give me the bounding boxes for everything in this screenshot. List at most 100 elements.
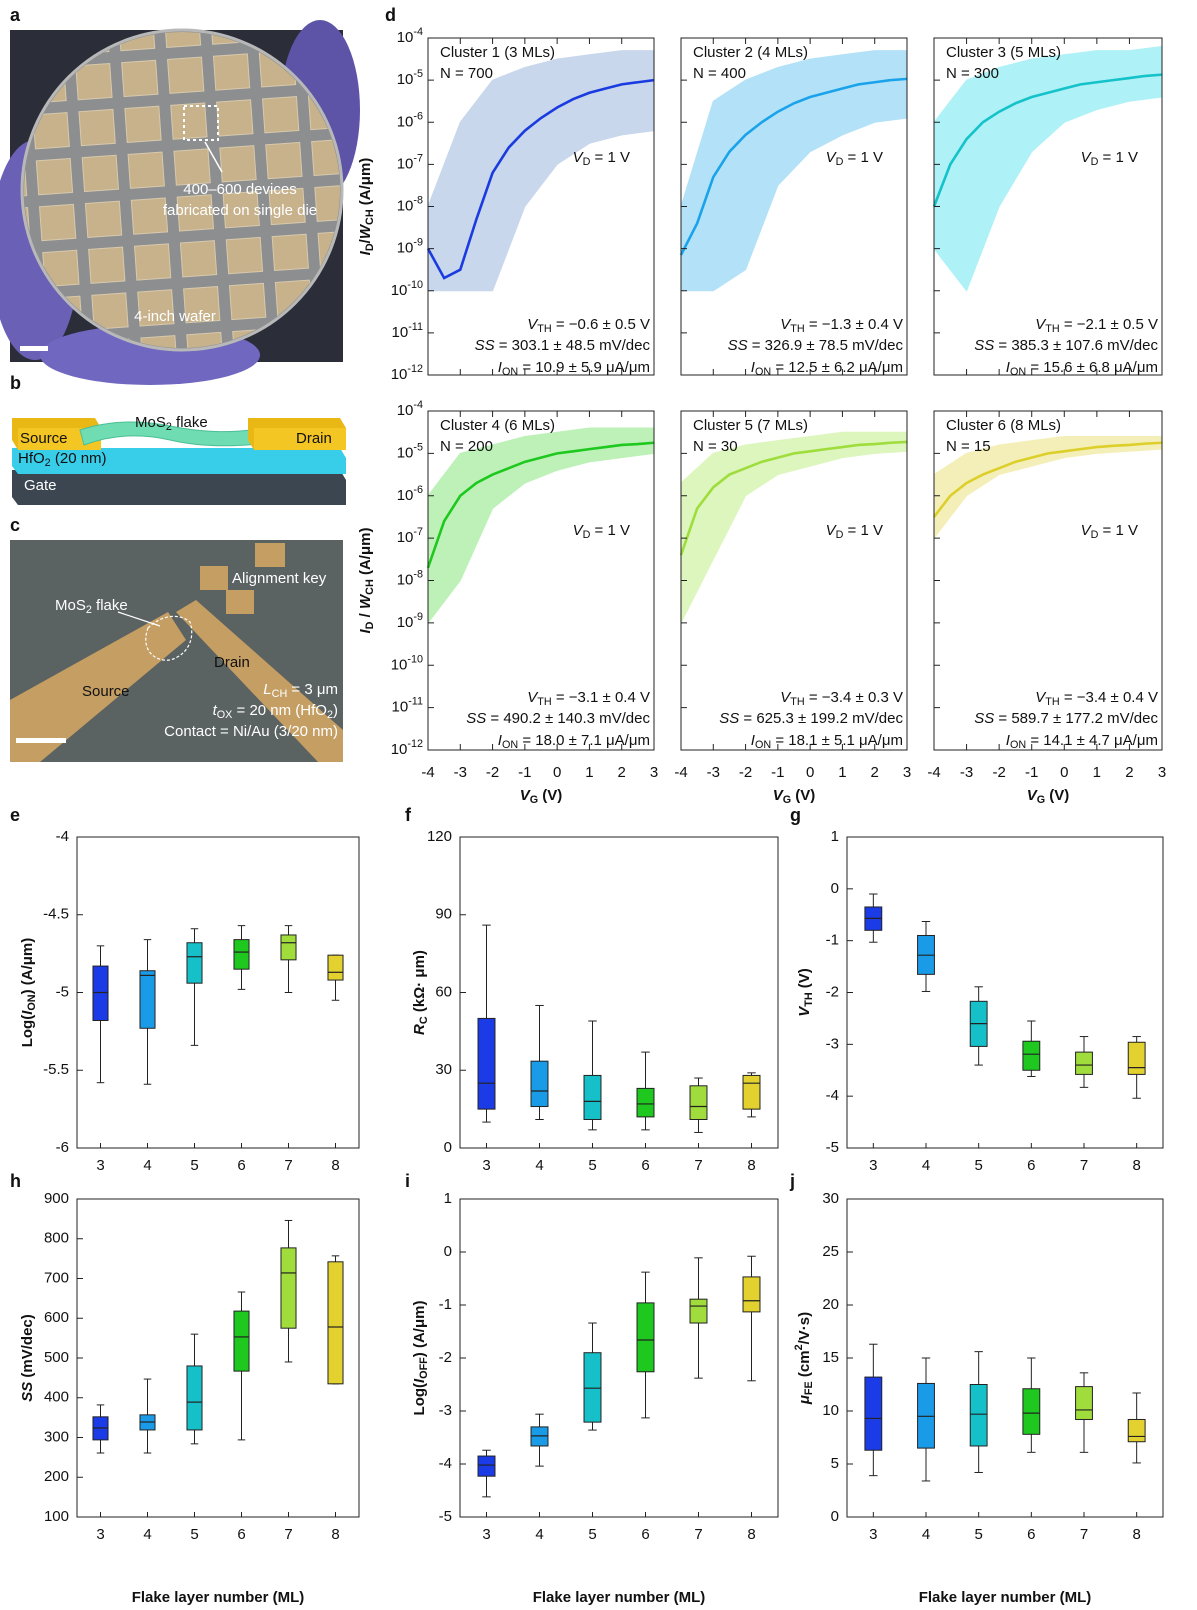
source-label: Source bbox=[82, 683, 130, 700]
box bbox=[583, 1074, 602, 1120]
x-tick-label: 6 bbox=[237, 1157, 245, 1174]
annotation: ION = 18.1 ± 5.1 μA/μm bbox=[751, 732, 903, 751]
x-tick-label: -1 bbox=[518, 764, 531, 781]
median-curve bbox=[679, 440, 908, 556]
y-tick-label: 10-8 bbox=[397, 568, 423, 588]
plot-frame bbox=[846, 1198, 1164, 1518]
x-tick-label: 6 bbox=[641, 1157, 649, 1174]
x-tick-label: 3 bbox=[903, 764, 911, 781]
wafer-annotation: fabricated on single die bbox=[163, 202, 317, 219]
x-tick-label: 5 bbox=[190, 1526, 198, 1543]
y-tick-label: 300 bbox=[44, 1428, 69, 1445]
panel-letter: h bbox=[10, 1171, 21, 1191]
x-tick-label: 8 bbox=[1132, 1157, 1140, 1174]
box bbox=[742, 1074, 761, 1110]
annotation: VD = 1 V bbox=[826, 149, 883, 168]
wafer-photo: 400–600 devices fabricated on single die… bbox=[0, 20, 360, 385]
y-tick-label: -6 bbox=[56, 1139, 69, 1156]
x-tick-label: 2 bbox=[1125, 764, 1133, 781]
x-tick-label: -4 bbox=[421, 764, 434, 781]
box bbox=[280, 1247, 297, 1329]
x-tick-label: 3 bbox=[96, 1157, 104, 1174]
annotation: ION = 18.0 ± 7.1 μA/μm bbox=[498, 732, 650, 751]
x-tick-label: -4 bbox=[927, 764, 940, 781]
y-tick-label: 0 bbox=[444, 1243, 452, 1260]
plot-frame bbox=[76, 836, 360, 1149]
y-tick-label: 90 bbox=[435, 906, 452, 923]
y-axis-label: ID / WCH (A/μm) bbox=[357, 528, 376, 634]
spec-line: tOX = 20 nm (HfO2) bbox=[213, 702, 338, 721]
x-tick-label: 1 bbox=[585, 764, 593, 781]
y-tick-label: 10 bbox=[822, 1402, 839, 1419]
annotation: ION = 10.9 ± 5.9 μA/μm bbox=[498, 359, 650, 378]
x-tick-label: 6 bbox=[1027, 1526, 1035, 1543]
alignment-key-label: Alignment key bbox=[232, 570, 327, 587]
y-tick-label: -5 bbox=[826, 1139, 839, 1156]
box bbox=[636, 1302, 655, 1373]
panel-count: N = 300 bbox=[946, 65, 999, 82]
x-tick-label: 4 bbox=[922, 1157, 930, 1174]
x-tick-label: 8 bbox=[331, 1157, 339, 1174]
panel-letter: j bbox=[789, 1171, 795, 1191]
y-axis-label: RC (kΩ· μm) bbox=[411, 950, 430, 1035]
x-tick-label: 4 bbox=[143, 1157, 151, 1174]
panel-letter: c bbox=[10, 515, 20, 535]
box bbox=[280, 934, 297, 961]
y-tick-label: 10-6 bbox=[397, 110, 423, 130]
y-tick-label: 120 bbox=[427, 828, 452, 845]
annotation: VTH = −2.1 ± 0.5 V bbox=[1035, 316, 1158, 335]
y-axis-label: VTH (V) bbox=[796, 968, 815, 1017]
x-tick-label: 7 bbox=[1080, 1526, 1088, 1543]
x-tick-label: 5 bbox=[974, 1157, 982, 1174]
panel-count: N = 200 bbox=[440, 438, 493, 455]
y-tick-label: 10-12 bbox=[391, 738, 423, 758]
y-tick-label: 800 bbox=[44, 1230, 69, 1247]
annotation: SS = 303.1 ± 48.5 mV/dec bbox=[475, 337, 651, 354]
y-tick-label: 10-5 bbox=[397, 441, 423, 461]
annotation: SS = 385.3 ± 107.6 mV/dec bbox=[974, 337, 1158, 354]
y-tick-label: 10-5 bbox=[397, 68, 423, 88]
wafer-annotation: 400–600 devices bbox=[183, 181, 296, 198]
annotation: ION = 15.6 ± 6.8 μA/μm bbox=[1006, 359, 1158, 378]
box bbox=[477, 1017, 496, 1110]
x-tick-label: -2 bbox=[486, 764, 499, 781]
y-tick-label: 5 bbox=[831, 1455, 839, 1472]
x-tick-label: 6 bbox=[237, 1526, 245, 1543]
x-tick-label: -2 bbox=[739, 764, 752, 781]
x-tick-label: -3 bbox=[707, 764, 720, 781]
x-tick-label: 5 bbox=[588, 1157, 596, 1174]
box bbox=[186, 1365, 203, 1431]
x-axis-label: Flake layer number (ML) bbox=[919, 1589, 1092, 1606]
annotation: VTH = −3.4 ± 0.4 V bbox=[1035, 689, 1158, 708]
plot-frame bbox=[459, 1198, 779, 1518]
x-tick-label: 1 bbox=[1093, 764, 1101, 781]
y-tick-label: -4 bbox=[826, 1087, 839, 1104]
x-tick-label: 7 bbox=[694, 1526, 702, 1543]
x-tick-label: 3 bbox=[1158, 764, 1166, 781]
x-tick-label: 8 bbox=[331, 1526, 339, 1543]
annotation: SS = 625.3 ± 199.2 mV/dec bbox=[719, 710, 903, 727]
x-tick-label: -1 bbox=[1025, 764, 1038, 781]
x-tick-label: 7 bbox=[694, 1157, 702, 1174]
y-tick-label: 700 bbox=[44, 1269, 69, 1286]
y-tick-label: 10-4 bbox=[397, 26, 423, 46]
y-tick-label: 500 bbox=[44, 1349, 69, 1366]
panel-title: Cluster 2 (4 MLs) bbox=[693, 44, 808, 61]
y-tick-label: 10-12 bbox=[391, 363, 423, 383]
panel-title: Cluster 4 (6 MLs) bbox=[440, 417, 555, 434]
spec-line: LCH = 3 μm bbox=[263, 681, 338, 700]
panel-title: Cluster 3 (5 MLs) bbox=[946, 44, 1061, 61]
x-tick-label: 8 bbox=[747, 1526, 755, 1543]
x-tick-label: 3 bbox=[96, 1526, 104, 1543]
x-tick-label: 8 bbox=[747, 1157, 755, 1174]
box bbox=[186, 942, 203, 984]
x-tick-label: -4 bbox=[674, 764, 687, 781]
box bbox=[327, 1261, 344, 1385]
panel-count: N = 400 bbox=[693, 65, 746, 82]
box bbox=[327, 954, 344, 981]
annotation: ION = 12.5 ± 6.2 μA/μm bbox=[751, 359, 903, 378]
box bbox=[969, 1384, 988, 1447]
panel-letter: e bbox=[10, 805, 20, 825]
y-axis-label: ID/WCH (A/μm) bbox=[357, 158, 376, 256]
y-tick-label: -2 bbox=[439, 1349, 452, 1366]
